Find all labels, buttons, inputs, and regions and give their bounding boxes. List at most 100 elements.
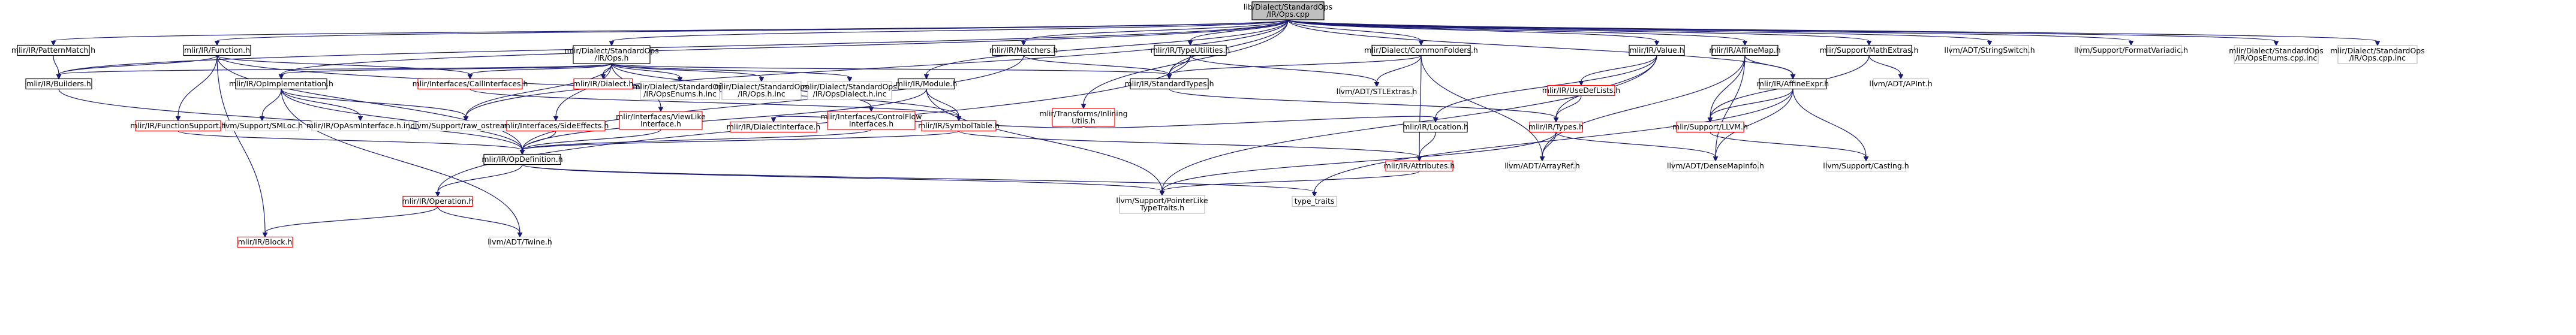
- edge-arrowhead: [609, 41, 615, 47]
- edge-arrowhead: [1311, 192, 1317, 197]
- edge-function-to-builders: [56, 55, 218, 80]
- node-location[interactable]: mlir/IR/Location.h: [1403, 121, 1468, 133]
- edge-line: [177, 130, 523, 151]
- edge-arrowhead: [50, 41, 56, 46]
- node-types[interactable]: mlir/IR/Types.h: [1528, 121, 1584, 133]
- edge-stdops_h-to-ops_h_inc: [611, 63, 765, 83]
- node-callinterfaces[interactable]: mlir/Interfaces/CallInterfaces.h: [413, 78, 528, 90]
- edge-usedeflists-to-types: [1553, 95, 1582, 123]
- node-box: [1292, 195, 1337, 207]
- node-matchers[interactable]: mlir/IR/Matchers.h: [989, 44, 1058, 56]
- edge-line: [1715, 89, 1793, 157]
- node-label: /IR/OpsEnums.cpp.inc: [2235, 53, 2318, 62]
- edge-line: [281, 89, 523, 150]
- node-box: [402, 195, 473, 207]
- node-ops_cpp_inc: mlir/Dialect/StandardOps/IR/Ops.cpp.inc: [2330, 45, 2425, 64]
- node-standardtypes[interactable]: mlir/IR/StandardTypes.h: [1124, 78, 1214, 90]
- edge-opdefinition-to-operation: [435, 164, 523, 197]
- node-opimpl[interactable]: mlir/IR/OpImplementation.h: [229, 78, 333, 90]
- node-root[interactable]: lib/Dialect/StandardOps/IR/Ops.cpp: [1244, 1, 1332, 20]
- node-label: mlir/IR/Module.h: [896, 79, 957, 88]
- node-mathextras[interactable]: mlir/Support/MathExtras.h: [1820, 44, 1919, 56]
- node-affineexpr[interactable]: mlir/IR/AffineExpr.h: [1757, 78, 1829, 90]
- node-function[interactable]: mlir/IR/Function.h: [183, 44, 251, 56]
- node-opdefinition[interactable]: mlir/IR/OpDefinition.h: [482, 153, 563, 165]
- node-label: mlir/IR/AffineMap.h: [1709, 46, 1781, 55]
- edge-commonfolders-to-attributes: [1416, 55, 1422, 162]
- node-usedeflists[interactable]: mlir/IR/UseDefLists.h: [1542, 84, 1620, 96]
- node-label: /IR/OpsEnums.h.inc: [643, 89, 717, 98]
- edge-arrowhead: [1021, 41, 1027, 46]
- node-box: [135, 120, 221, 132]
- edge-llvm_h-to-casting: [1710, 132, 1869, 162]
- edge-line: [437, 206, 520, 233]
- edge-commonfolders-to-standardtypes: [1166, 55, 1422, 80]
- edge-arrowhead: [1654, 41, 1660, 46]
- edge-opimpl-to-smloc: [259, 89, 282, 122]
- node-affinemap[interactable]: mlir/IR/AffineMap.h: [1709, 44, 1781, 56]
- node-dialectinterface[interactable]: mlir/IR/DialectInterface.h: [727, 121, 821, 133]
- edge-opdefinition-to-type_traits: [522, 164, 1317, 197]
- node-stdops_h[interactable]: mlir/Dialect/StandardOps/IR/Ops.h: [564, 45, 659, 64]
- node-label: Interface.h: [640, 119, 681, 128]
- edge-root-to-mathextras: [1287, 19, 1872, 46]
- node-module[interactable]: mlir/IR/Module.h: [896, 78, 957, 90]
- node-box: [1529, 121, 1583, 133]
- node-sideeffects[interactable]: mlir/Interfaces/SideEffects.h: [503, 120, 609, 132]
- node-label: mlir/Dialect/StandardOps: [2330, 46, 2425, 55]
- node-box: [2234, 45, 2319, 64]
- edge-line: [58, 89, 523, 150]
- edge-line: [53, 19, 1289, 42]
- edge-line: [58, 55, 218, 76]
- node-patternmatch[interactable]: mlir/IR/PatternMatch.h: [11, 44, 95, 56]
- node-dialect[interactable]: mlir/IR/Dialect.h: [573, 78, 634, 90]
- node-commonfolders[interactable]: mlir/Dialect/CommonFolders.h: [1364, 44, 1478, 56]
- edge-arrowhead: [1418, 41, 1424, 46]
- edge-line: [1023, 19, 1289, 42]
- edge-line: [611, 19, 1289, 42]
- edge-arrowhead: [1166, 74, 1172, 80]
- node-operation[interactable]: mlir/IR/Operation.h: [402, 195, 474, 207]
- node-typeutilities[interactable]: mlir/IR/TypeUtilities.h: [1151, 44, 1230, 56]
- node-label: /IR/OpsDialect.h.inc: [813, 89, 887, 98]
- node-builders[interactable]: mlir/IR/Builders.h: [25, 78, 92, 90]
- node-symboltable[interactable]: mlir/IR/SymbolTable.h: [918, 120, 1000, 132]
- edges-layer: [50, 19, 2381, 238]
- edge-line: [1376, 55, 1422, 83]
- edge-arrowhead: [1863, 156, 1869, 162]
- edge-line: [522, 131, 556, 150]
- edge-arrowhead: [1539, 156, 1545, 162]
- edge-arrowhead: [1374, 82, 1380, 87]
- node-box: [1052, 108, 1115, 127]
- node-box: [1759, 78, 1827, 90]
- node-block[interactable]: mlir/IR/Block.h: [237, 236, 293, 248]
- node-value[interactable]: mlir/IR/Value.h: [1629, 44, 1685, 56]
- edge-line: [216, 55, 266, 233]
- edge-line: [261, 89, 282, 117]
- node-llvm_h[interactable]: mlir/Support/LLVM.h: [1672, 121, 1748, 133]
- edge-line: [522, 55, 1024, 150]
- edge-line: [1190, 19, 1289, 41]
- edge-types-to-arrayref: [1539, 132, 1557, 162]
- edge-line: [1715, 55, 1746, 157]
- edge-line: [611, 63, 1170, 76]
- node-attributes[interactable]: mlir/IR/Attributes.h: [1384, 160, 1455, 172]
- node-box: [640, 81, 720, 100]
- node-label: mlir/IR/UseDefLists.h: [1542, 86, 1620, 95]
- edge-line: [611, 63, 681, 78]
- node-functionsupport[interactable]: mlir/IR/FunctionSupport.h: [130, 120, 226, 132]
- edge-line: [1421, 55, 1543, 157]
- node-box: [1340, 86, 1413, 98]
- edge-arrowhead: [1866, 41, 1872, 46]
- edge-arrowhead: [2128, 41, 2134, 46]
- edge-root-to-value: [1287, 19, 1660, 46]
- edge-line: [1792, 89, 1867, 157]
- node-label: /IR/Ops.cpp: [1266, 10, 1310, 19]
- node-box: [992, 44, 1055, 56]
- node-label: mlir/IR/AffineExpr.h: [1757, 79, 1829, 88]
- edge-line: [1287, 19, 1422, 41]
